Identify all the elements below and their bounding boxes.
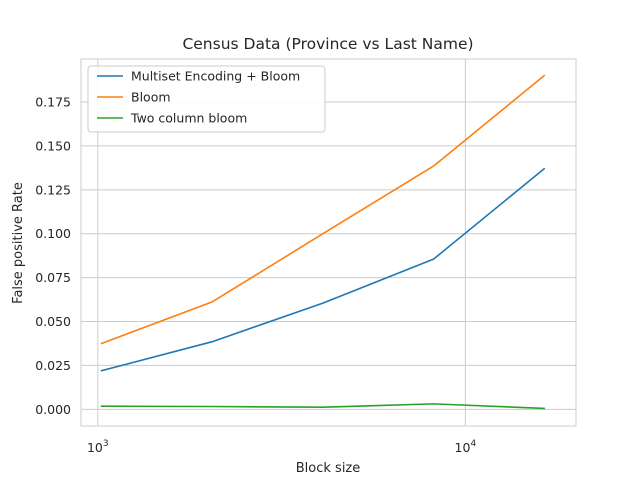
x-tick-label: 103 — [87, 439, 109, 455]
y-tick-label: 0.025 — [35, 358, 71, 373]
y-tick-label: 0.175 — [35, 95, 71, 110]
plot-area-frame — [80, 58, 577, 427]
legend-label-two-column-bloom: Two column bloom — [130, 111, 247, 126]
x-axis-label: Block size — [296, 461, 361, 476]
legend-label-multiset-encoding-bloom: Multiset Encoding + Bloom — [131, 69, 300, 84]
legend-box — [87, 65, 326, 133]
y-tick-label: 0.000 — [35, 402, 71, 417]
chart-title: Census Data (Province vs Last Name) — [182, 35, 473, 53]
tick-labels: 0.000 0.025 0.050 0.075 0.100 0.125 0.150 0.175… — [35, 95, 476, 455]
y-tick-label: 0.125 — [35, 182, 71, 197]
y-tick-label: 0.150 — [35, 138, 71, 153]
y-tick-label: 0.100 — [35, 226, 71, 241]
series-line-multiset-encoding-bloom — [100, 167, 546, 372]
series-line-bloom — [100, 74, 546, 345]
y-axis-label: False positive Rate — [11, 182, 26, 304]
x-tick-label: 104 — [455, 439, 477, 455]
y-tick-label: 0.050 — [35, 314, 71, 329]
legend: Multiset Encoding + Bloom Bloom Two column… — [87, 65, 326, 133]
legend-label-bloom: Bloom — [131, 90, 171, 105]
y-tick-label: 0.075 — [35, 270, 71, 285]
series-line-two-column-bloom — [100, 403, 546, 410]
series-lines — [100, 74, 546, 410]
